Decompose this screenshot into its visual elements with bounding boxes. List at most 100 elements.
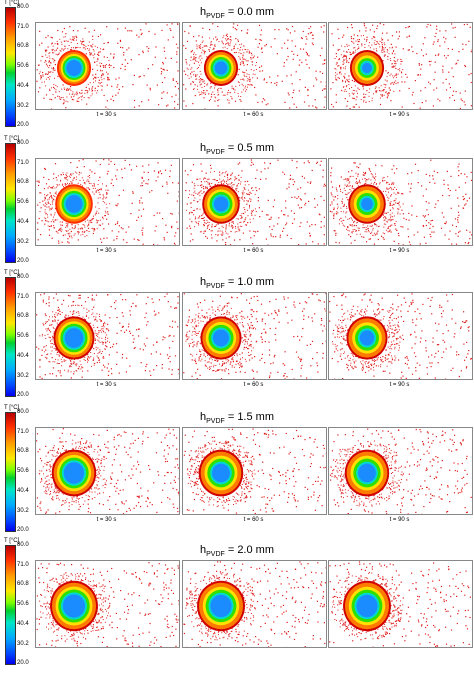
halo-dot <box>390 346 391 347</box>
halo-dot <box>66 177 67 178</box>
particle-dot <box>417 309 418 310</box>
particle-dot <box>448 72 449 73</box>
particle-dot <box>88 228 89 229</box>
particle-dot <box>38 348 39 349</box>
particle-dot <box>362 299 363 300</box>
particle-dot <box>204 300 205 301</box>
halo-dot <box>202 214 203 215</box>
temperature-field-plot <box>183 159 326 245</box>
halo-dot <box>69 88 70 89</box>
particle-dot <box>276 299 277 300</box>
particle-dot <box>168 39 169 40</box>
particle-dot <box>110 483 111 484</box>
halo-dot <box>50 76 51 77</box>
halo-dot <box>237 218 238 219</box>
particle-dot <box>330 205 331 206</box>
halo-dot <box>82 317 83 318</box>
halo-dot <box>76 312 77 313</box>
particle-dot <box>98 467 99 468</box>
particle-dot <box>274 38 275 39</box>
particle-dot <box>230 92 231 93</box>
particle-dot <box>293 54 294 55</box>
halo-dot <box>202 79 203 80</box>
particle-dot <box>340 218 341 219</box>
halo-dot <box>94 320 95 321</box>
halo-dot <box>392 75 393 76</box>
halo-dot <box>71 366 72 367</box>
halo-dot <box>391 216 392 217</box>
halo-dot <box>190 69 191 70</box>
halo-dot <box>218 309 219 310</box>
particle-dot <box>412 94 413 95</box>
halo-dot <box>374 36 375 37</box>
halo-dot <box>245 219 246 220</box>
particle-dot <box>116 449 117 450</box>
halo-dot <box>200 44 201 45</box>
halo-dot <box>374 42 375 43</box>
halo-dot <box>365 363 366 364</box>
droplet-temperature-ring <box>213 330 229 347</box>
particle-dot <box>324 325 325 326</box>
halo-dot <box>394 325 395 326</box>
particle-dot <box>285 307 286 308</box>
halo-dot <box>235 90 236 91</box>
halo-dot <box>85 236 86 237</box>
particle-dot <box>391 231 392 232</box>
particle-dot <box>305 59 306 60</box>
halo-dot <box>240 364 241 365</box>
particle-dot <box>52 321 53 322</box>
halo-dot <box>68 90 69 91</box>
halo-dot <box>256 341 257 342</box>
halo-dot <box>388 92 389 93</box>
row-title-value: = 0.5 mm <box>225 142 274 154</box>
halo-dot <box>390 60 391 61</box>
halo-dot <box>79 174 80 175</box>
particle-dot <box>396 75 397 76</box>
halo-dot <box>87 92 88 93</box>
halo-dot <box>373 311 374 312</box>
particle-dot <box>392 182 393 183</box>
particle-dot <box>256 318 257 319</box>
particle-dot <box>227 310 228 311</box>
halo-dot <box>55 85 56 86</box>
particle-dot <box>80 441 81 442</box>
halo-dot <box>357 306 358 307</box>
particle-dot <box>230 39 231 40</box>
halo-dot <box>375 360 376 361</box>
halo-dot <box>204 316 205 317</box>
particle-dot <box>168 453 169 454</box>
particle-dot <box>430 306 431 307</box>
particle-dot <box>439 100 440 101</box>
halo-dot <box>210 318 211 319</box>
halo-dot <box>246 70 247 71</box>
particle-dot <box>425 243 426 244</box>
halo-dot <box>195 79 196 80</box>
particle-dot <box>281 47 282 48</box>
particle-dot <box>389 87 390 88</box>
particle-dot <box>112 96 113 97</box>
particle-dot <box>178 369 179 370</box>
particle-dot <box>152 64 153 65</box>
row-title-subscript: PVDF <box>206 13 225 20</box>
halo-dot <box>240 322 241 323</box>
particle-dot <box>347 199 348 200</box>
halo-dot <box>364 39 365 40</box>
particle-dot <box>335 235 336 236</box>
particle-dot <box>431 313 432 314</box>
halo-dot <box>106 72 107 73</box>
halo-dot <box>92 87 93 88</box>
halo-dot <box>387 228 388 229</box>
particle-dot <box>167 445 168 446</box>
particle-dot <box>318 299 319 300</box>
particle-dot <box>397 295 398 296</box>
halo-dot <box>52 336 53 337</box>
particle-dot <box>329 301 330 302</box>
particle-dot <box>92 46 93 47</box>
halo-dot <box>386 91 387 92</box>
halo-dot <box>107 193 108 194</box>
halo-dot <box>375 88 376 89</box>
colorbar <box>5 412 16 532</box>
halo-dot <box>390 217 391 218</box>
particle-dot <box>298 357 299 358</box>
halo-dot <box>227 174 228 175</box>
